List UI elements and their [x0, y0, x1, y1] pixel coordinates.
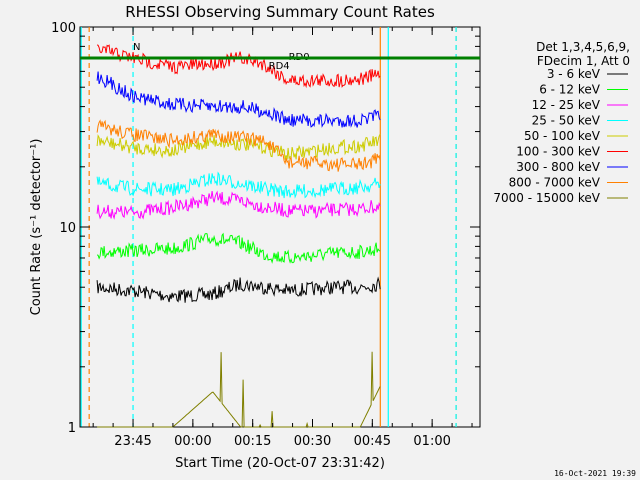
- legend-entry-label: 12 - 25 keV: [532, 98, 601, 112]
- series-line: [96, 232, 381, 264]
- x-tick-label: 00:00: [174, 434, 211, 449]
- legend-entry-label: 800 - 7000 keV: [509, 176, 601, 190]
- series-line: [96, 71, 381, 128]
- annotation-label: RD4: [269, 61, 290, 72]
- legend-entry-label: 100 - 300 keV: [516, 145, 600, 159]
- x-tick-label: 01:00: [413, 434, 450, 449]
- y-axis-label: Count Rate (s⁻¹ detector⁻¹): [29, 139, 44, 316]
- y-tick-label: 10: [59, 221, 76, 236]
- footer-date: 16-Oct-2021 19:39: [554, 469, 636, 478]
- chart-title: RHESSI Observing Summary Count Rates: [125, 3, 435, 21]
- series-line: [97, 351, 381, 428]
- legend-entry-label: 7000 - 15000 keV: [493, 191, 600, 205]
- y-tick-label: 100: [51, 21, 76, 36]
- legend-entry-label: 3 - 6 keV: [547, 67, 601, 81]
- series-line: [96, 119, 381, 172]
- legend-entry-label: 6 - 12 keV: [539, 83, 601, 97]
- legend-header: FDecim 1, Att 0: [537, 54, 630, 68]
- x-tick-label: 00:45: [354, 434, 391, 449]
- legend: Det 1,3,4,5,6,9,FDecim 1, Att 03 - 6 keV…: [493, 40, 630, 205]
- legend-entry-label: 300 - 800 keV: [516, 160, 600, 174]
- plot-frame: [79, 26, 481, 428]
- series-line: [96, 133, 381, 160]
- series-line: [96, 171, 381, 199]
- legend-entry-label: 50 - 100 keV: [524, 129, 601, 143]
- series-lines: [96, 44, 381, 428]
- axes: 1 10 100 23:45 00:00 00:15 00:30 00:45 01:00: [51, 21, 480, 449]
- series-line: [96, 276, 381, 303]
- legend-entry-label: 25 - 50 keV: [532, 114, 601, 128]
- x-axis-label: Start Time (20-Oct-07 23:31:42): [175, 456, 385, 471]
- x-tick-label: 00:15: [234, 434, 271, 449]
- x-tick-label: 23:45: [114, 434, 151, 449]
- annotation-label: N: [133, 42, 140, 53]
- y-tick-label: 1: [68, 421, 76, 436]
- x-tick-label: 00:30: [294, 434, 331, 449]
- series-line: [96, 190, 381, 220]
- vertical-markers: [80, 27, 457, 427]
- annotations: NRD4RD0: [80, 42, 480, 72]
- legend-header: Det 1,3,4,5,6,9,: [536, 40, 630, 54]
